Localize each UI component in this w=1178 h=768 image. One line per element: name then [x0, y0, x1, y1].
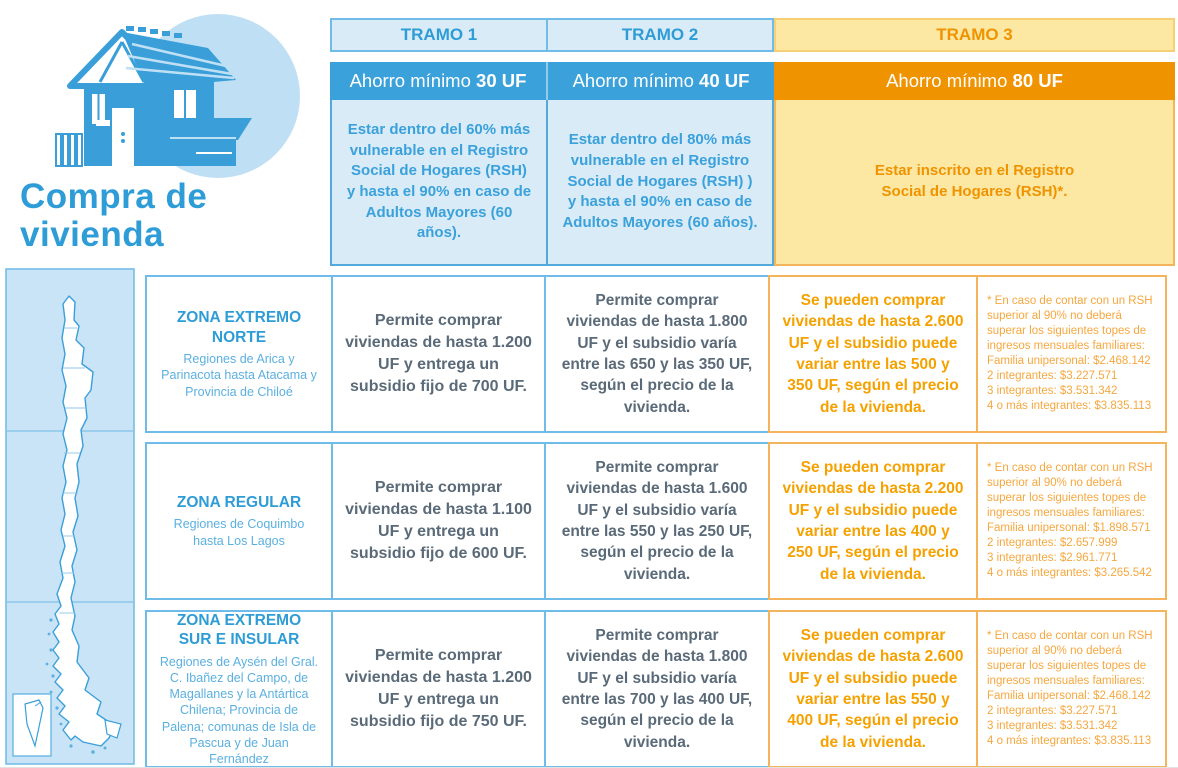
income-caps-note: * En caso de contar con un RSH superior …	[976, 275, 1167, 433]
tramo2-benefit-text: Permite comprar viviendas de hasta 1.800…	[561, 291, 753, 416]
note-line: Familia unipersonal: $2.468.142	[987, 355, 1151, 367]
note-line: Familia unipersonal: $2.468.142	[987, 690, 1151, 702]
note-line: 2 integrantes: $3.227.571	[987, 369, 1118, 382]
house-icon	[55, 14, 300, 178]
title-line2: vivienda	[20, 214, 165, 254]
tramo2-benefit-cell: Permite comprar viviendas de hasta 1.800…	[544, 610, 770, 767]
note-line: 3 integrantes: $2.961.771	[987, 551, 1118, 564]
tramo3-savings-value: 80 UF	[1012, 70, 1063, 91]
note-line: 4 o más integrantes: $3.265.542	[987, 566, 1152, 579]
tramo3-benefit-text: Se pueden comprar viviendas de hasta 2.6…	[782, 626, 964, 751]
note-intro: * En caso de contar con un RSH superior …	[987, 462, 1153, 520]
tramo1-benefit-cell: Permite comprar viviendas de hasta 1.200…	[331, 610, 546, 767]
zone-cell: ZONA EXTREMO NORTE Regiones de Arica y P…	[145, 275, 333, 433]
tramo3-benefit-cell: Se pueden comprar viviendas de hasta 2.6…	[768, 275, 978, 433]
house-illustration	[40, 8, 320, 178]
income-caps-note: * En caso de contar con un RSH superior …	[976, 610, 1167, 767]
tramo2-savings-bar: Ahorro mínimo 40 UF	[548, 62, 774, 100]
note-line: 3 integrantes: $3.531.342	[987, 719, 1118, 732]
note-line: 2 integrantes: $2.657.999	[987, 536, 1118, 549]
title-line1: Compra de	[20, 177, 208, 216]
tramo1-benefit-cell: Permite comprar viviendas de hasta 1.100…	[331, 442, 546, 600]
note-line: 2 integrantes: $3.227.571	[987, 704, 1118, 717]
zone-subtitle: Regiones de Coquimbo hasta Los Lagos	[173, 517, 305, 548]
tramo1-column: TRAMO 1 Ahorro mínimo 30 UF Estar dentro…	[330, 18, 548, 266]
tramo1-savings-bar: Ahorro mínimo 30 UF	[330, 62, 548, 100]
note-line: Familia unipersonal: $1.898.571	[987, 522, 1151, 534]
income-caps-note: * En caso de contar con un RSH superior …	[976, 442, 1167, 600]
tramo3-column: TRAMO 3 Ahorro mínimo 80 UF Estar inscri…	[774, 18, 1175, 266]
tramo3-benefit-text: Se pueden comprar viviendas de hasta 2.2…	[782, 458, 964, 583]
note-intro: * En caso de contar con un RSH superior …	[987, 295, 1153, 353]
tramo3-benefit-cell: Se pueden comprar viviendas de hasta 2.6…	[768, 610, 978, 767]
tramo1-benefit-text: Permite comprar viviendas de hasta 1.100…	[345, 478, 532, 563]
tramo1-benefit-cell: Permite comprar viviendas de hasta 1.200…	[331, 275, 546, 433]
zone-cell: ZONA EXTREMO SUR E INSULAR Regiones de A…	[145, 610, 333, 767]
note-intro: * En caso de contar con un RSH superior …	[987, 630, 1153, 688]
zone-row-extremo-sur: ZONA EXTREMO SUR E INSULAR Regiones de A…	[145, 610, 1167, 767]
tramo3-benefit-cell: Se pueden comprar viviendas de hasta 2.2…	[768, 442, 978, 600]
zone-row-regular: ZONA REGULAR Regiones de Coquimbo hasta …	[145, 442, 1167, 600]
tramo1-benefit-text: Permite comprar viviendas de hasta 1.200…	[345, 311, 532, 396]
tramo1-savings-prefix: Ahorro mínimo	[349, 70, 477, 91]
tramo2-requirement: Estar dentro del 80% más vulnerable en e…	[546, 100, 774, 266]
tramo1-header: TRAMO 1	[330, 18, 548, 52]
tramo2-savings-prefix: Ahorro mínimo	[572, 70, 700, 91]
tramo1-requirement: Estar dentro del 60% más vulnerable en e…	[330, 100, 548, 266]
tramo3-savings-prefix: Ahorro mínimo	[886, 70, 1013, 91]
tramo2-header: TRAMO 2	[546, 18, 774, 52]
zone-row-extremo-norte: ZONA EXTREMO NORTE Regiones de Arica y P…	[145, 275, 1167, 433]
page-title: Compra de vivienda	[20, 178, 320, 254]
zone-title: ZONA EXTREMO SUR E INSULAR	[176, 611, 302, 649]
zone-subtitle: Regiones de Aysén del Gral. C. Ibañez de…	[159, 654, 319, 767]
tramo1-savings-value: 30 UF	[476, 70, 527, 91]
zone-title: ZONA EXTREMO NORTE	[176, 309, 302, 346]
tramo1-benefit-text: Permite comprar viviendas de hasta 1.200…	[345, 646, 532, 731]
tramo3-benefit-text: Se pueden comprar viviendas de hasta 2.6…	[782, 291, 964, 416]
tramo2-benefit-cell: Permite comprar viviendas de hasta 1.600…	[544, 442, 770, 600]
tramo2-benefit-text: Permite comprar viviendas de hasta 1.800…	[561, 626, 753, 751]
tramo-header-block: TRAMO 1 Ahorro mínimo 30 UF Estar dentro…	[330, 18, 1175, 266]
tramo2-savings-value: 40 UF	[699, 70, 750, 91]
tramo2-benefit-text: Permite comprar viviendas de hasta 1.600…	[561, 458, 753, 583]
note-line: 3 integrantes: $3.531.342	[987, 384, 1118, 397]
tramo3-savings-bar: Ahorro mínimo 80 UF	[774, 62, 1175, 100]
zone-subtitle: Regiones de Arica y Parinacota hasta Ata…	[161, 352, 317, 399]
note-line: 4 o más integrantes: $3.835.113	[987, 734, 1152, 747]
note-line: 4 o más integrantes: $3.835.113	[987, 399, 1152, 412]
zone-cell: ZONA REGULAR Regiones de Coquimbo hasta …	[145, 442, 333, 600]
chile-map	[5, 268, 135, 765]
tramo3-header: TRAMO 3	[774, 18, 1175, 52]
tramo3-requirement: Estar inscrito en el Registro Social de …	[774, 100, 1175, 266]
tramo2-column: TRAMO 2 Ahorro mínimo 40 UF Estar dentro…	[546, 18, 774, 266]
chile-map-icon	[5, 268, 135, 765]
zone-title: ZONA REGULAR	[176, 494, 302, 512]
tramo2-benefit-cell: Permite comprar viviendas de hasta 1.800…	[544, 275, 770, 433]
